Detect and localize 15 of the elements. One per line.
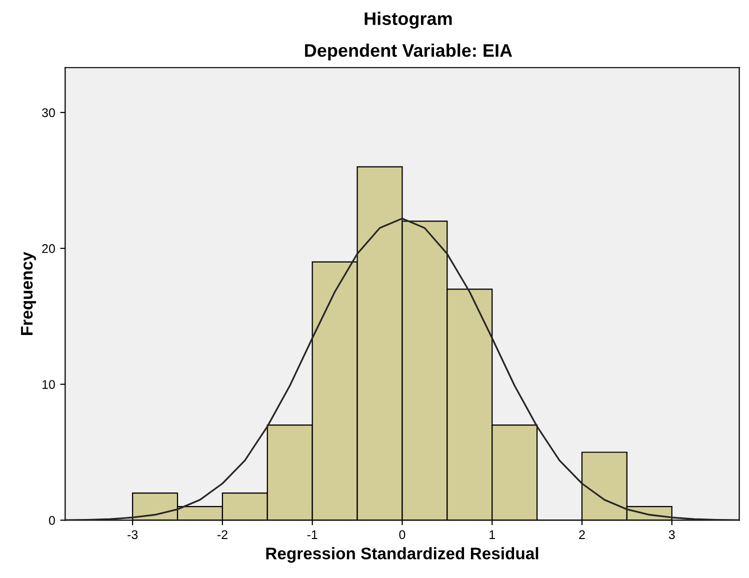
y-tick-label: 0 <box>48 516 55 525</box>
x-tick-label: -3 <box>128 530 138 540</box>
x-tick-label: 0 <box>399 530 406 540</box>
chart-subtitle: Dependent Variable: EIA <box>305 44 512 60</box>
y-axis-title: Frequency <box>21 252 36 335</box>
x-tick-label: 3 <box>668 530 675 540</box>
x-axis-title: Regression Standardized Residual <box>266 547 538 563</box>
x-tick-label: -1 <box>307 530 318 539</box>
chart-title: Histogram <box>364 12 452 29</box>
y-tick-label: 30 <box>42 108 55 118</box>
x-tick-label: 2 <box>579 530 585 539</box>
y-tick-label: 10 <box>42 380 55 389</box>
x-tick-label: 1 <box>490 530 495 539</box>
y-tick-label: 20 <box>42 244 55 254</box>
x-tick-label: -2 <box>217 530 228 539</box>
